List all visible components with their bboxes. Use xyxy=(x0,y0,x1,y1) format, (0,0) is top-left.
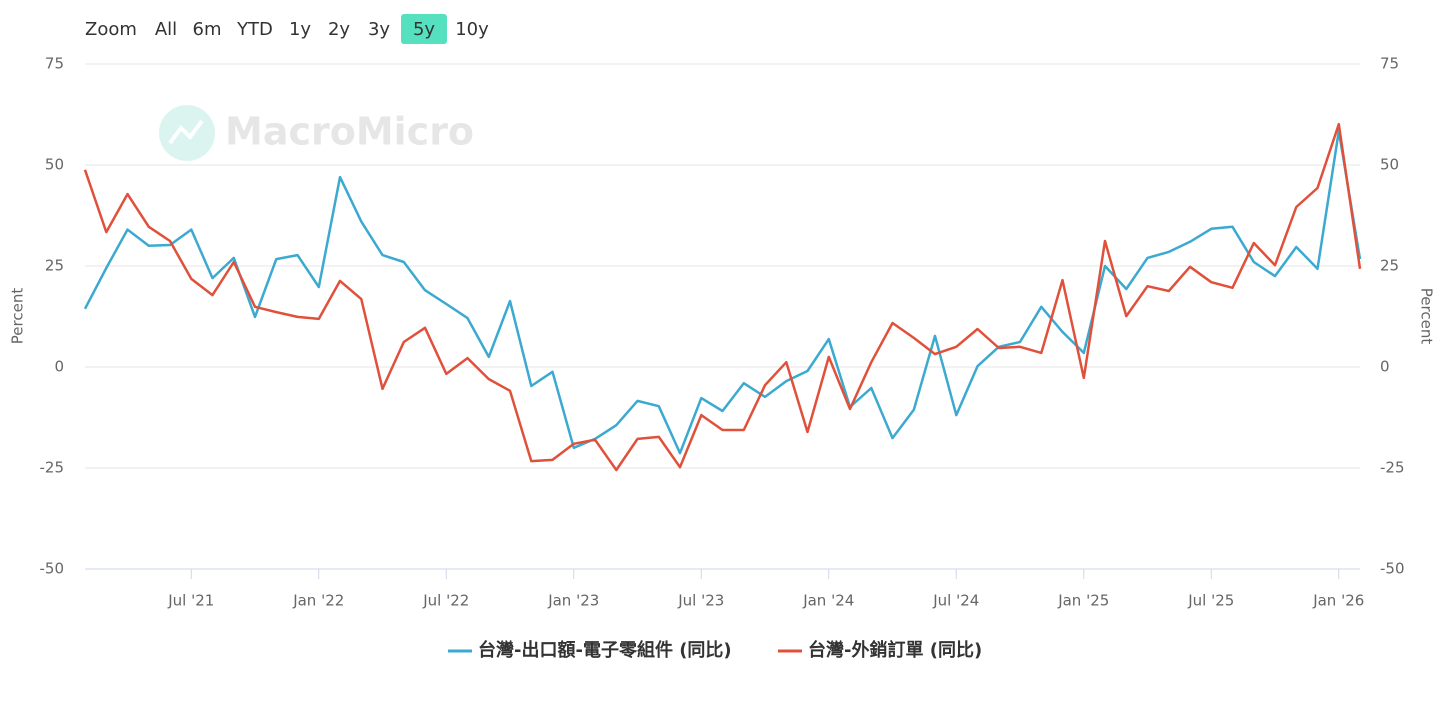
legend-item[interactable]: 台灣-外銷訂單 (同比) xyxy=(778,639,982,661)
y2-tick-label: 25 xyxy=(1380,257,1399,275)
range-button[interactable]: 1y xyxy=(289,19,311,40)
y2-tick-label: 50 xyxy=(1380,156,1399,174)
watermark: MacroMicro xyxy=(159,105,474,161)
range-button-label[interactable]: 1y xyxy=(289,19,311,40)
x-tick-label: Jul '21 xyxy=(167,592,214,610)
y2-tick-label: 75 xyxy=(1380,55,1399,73)
x-tick-label: Jan '24 xyxy=(802,592,854,610)
legend-label[interactable]: 台灣-出口額-電子零組件 (同比) xyxy=(478,639,732,661)
range-button-label[interactable]: 6m xyxy=(193,19,222,40)
series-line xyxy=(83,129,1362,455)
range-button-label[interactable]: 3y xyxy=(368,19,390,40)
watermark-logo-line xyxy=(168,119,204,145)
x-tick-label: Jul '22 xyxy=(422,592,469,610)
legend-item[interactable]: 台灣-出口額-電子零組件 (同比) xyxy=(448,639,732,661)
y-tick-label: 25 xyxy=(45,257,64,275)
legend: 台灣-出口額-電子零組件 (同比) 台灣-外銷訂單 (同比) xyxy=(448,639,982,661)
y2-tick-label: -25 xyxy=(1380,459,1405,477)
y-tick-label: -25 xyxy=(40,459,65,477)
y2-tick-label: 0 xyxy=(1380,358,1390,376)
y-tick-label: 75 xyxy=(45,55,64,73)
x-tick-label: Jan '23 xyxy=(547,592,599,610)
x-tick-label: Jan '25 xyxy=(1057,592,1109,610)
x-tick-label: Jan '22 xyxy=(292,592,344,610)
x-tick-label: Jul '25 xyxy=(1187,592,1234,610)
legend-label[interactable]: 台灣-外銷訂單 (同比) xyxy=(808,639,982,661)
range-button[interactable]: 5y xyxy=(401,14,447,44)
range-button-label[interactable]: 5y xyxy=(413,19,435,40)
range-button[interactable]: All xyxy=(155,19,177,40)
y2-axis-title: Percent xyxy=(1418,288,1436,345)
x-tick-label: Jul '24 xyxy=(932,592,979,610)
range-button-label[interactable]: 2y xyxy=(328,19,350,40)
range-button[interactable]: YTD xyxy=(236,19,273,40)
range-button-label[interactable]: YTD xyxy=(236,19,273,40)
x-tick-label: Jul '23 xyxy=(677,592,724,610)
watermark-text: MacroMicro xyxy=(225,110,474,154)
y2-tick-label: -50 xyxy=(1380,560,1405,578)
zoom-label: Zoom xyxy=(85,19,137,40)
y-axis-title: Percent xyxy=(9,288,27,345)
y-tick-label: -50 xyxy=(40,560,65,578)
y-tick-label: 50 xyxy=(45,156,64,174)
range-button[interactable]: 6m xyxy=(193,19,222,40)
watermark-logo xyxy=(159,105,215,161)
range-button[interactable]: 2y xyxy=(328,19,350,40)
range-button[interactable]: 10y xyxy=(455,19,489,40)
x-tick-label: Jan '26 xyxy=(1312,592,1364,610)
range-button[interactable]: 3y xyxy=(368,19,390,40)
y-tick-label: 0 xyxy=(54,358,64,376)
range-button-label[interactable]: All xyxy=(155,19,177,40)
series-line xyxy=(83,122,1362,472)
range-button-bg xyxy=(401,14,447,44)
range-button-label[interactable]: 10y xyxy=(455,19,489,40)
